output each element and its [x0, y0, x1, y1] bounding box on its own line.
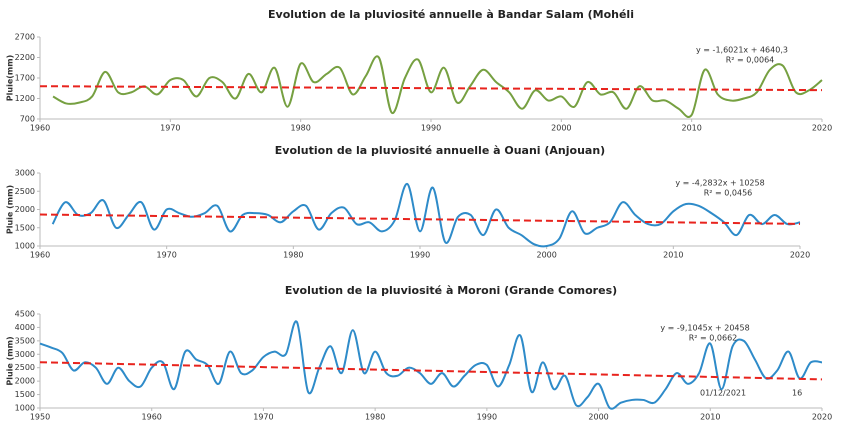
- x-tick-label: 1960: [142, 413, 162, 422]
- y-tick-label: 2500: [15, 363, 35, 372]
- y-tick-label: 700: [20, 115, 35, 124]
- trend-r2: R² = 0,0456: [704, 189, 753, 198]
- y-tick-label: 2200: [15, 53, 35, 62]
- page-number: 16: [792, 389, 802, 398]
- trend-line: [39, 85, 823, 92]
- y-tick-label: 2000: [15, 377, 35, 386]
- y-tick-label: 3500: [15, 336, 35, 345]
- x-tick-label: 1970: [156, 251, 176, 260]
- x-tick-label: 1990: [421, 124, 441, 133]
- x-tick-label: 1990: [410, 251, 430, 260]
- x-tick-label: 2010: [663, 251, 683, 260]
- y-tick-label: 3000: [15, 169, 35, 178]
- y-tick-label: 3000: [15, 350, 35, 359]
- y-tick-label: 1500: [15, 390, 35, 399]
- x-tick-label: 2020: [812, 413, 832, 422]
- y-tick-label: 2000: [15, 205, 35, 214]
- x-tick-label: 2020: [812, 124, 832, 133]
- trend-equation: y = -4,2832x + 10258: [675, 179, 764, 188]
- y-tick-label: 1700: [15, 74, 35, 83]
- x-tick-label: 1960: [30, 124, 50, 133]
- data-line: [39, 320, 823, 410]
- chart-title: Evolution de la pluviosité annuelle à Ba…: [268, 8, 634, 21]
- y-tick-label: 4000: [15, 323, 35, 332]
- x-tick-label: 1950: [30, 413, 50, 422]
- trend-r2: R² = 0,0662: [689, 334, 738, 343]
- y-tick-label: 1500: [15, 223, 35, 232]
- y-tick-label: 1000: [15, 404, 35, 413]
- trend-line: [39, 361, 823, 381]
- trend-equation: y = -1,6021x + 4640,3: [696, 46, 788, 55]
- data-line: [51, 182, 801, 248]
- trend-r2: R² = 0,0064: [726, 56, 775, 65]
- y-axis-label: Pluie(mm): [6, 55, 15, 101]
- x-tick-label: 2000: [551, 124, 571, 133]
- x-tick-label: 1980: [290, 124, 310, 133]
- y-axis-label: Pluie (mm): [6, 185, 15, 234]
- x-tick-label: 2000: [588, 413, 608, 422]
- x-tick-label: 1990: [477, 413, 497, 422]
- y-tick-label: 1000: [15, 242, 35, 251]
- y-tick-label: 2500: [15, 187, 35, 196]
- x-tick-label: 2010: [700, 413, 720, 422]
- y-tick-label: 4500: [15, 310, 35, 319]
- y-tick-label: 1200: [15, 94, 35, 103]
- x-tick-label: 2020: [790, 251, 810, 260]
- x-tick-label: 2010: [681, 124, 701, 133]
- x-tick-label: 1980: [365, 413, 385, 422]
- footer-date: 01/12/2021: [700, 389, 746, 398]
- chart-title: Evolution de la pluviosité annuelle à Ou…: [275, 144, 605, 157]
- x-tick-label: 1970: [160, 124, 180, 133]
- y-tick-label: 2700: [15, 33, 35, 42]
- data-line: [52, 55, 823, 118]
- trend-equation: y = -9,1045x + 20458: [660, 324, 749, 333]
- x-tick-label: 2000: [536, 251, 556, 260]
- x-tick-label: 1970: [253, 413, 273, 422]
- x-tick-label: 1980: [283, 251, 303, 260]
- trend-line: [39, 213, 801, 225]
- x-tick-label: 1960: [30, 251, 50, 260]
- y-axis-label: Pluie (mm): [6, 336, 15, 385]
- chart-title: Evolution de la pluviosité à Moroni (Gra…: [285, 284, 617, 297]
